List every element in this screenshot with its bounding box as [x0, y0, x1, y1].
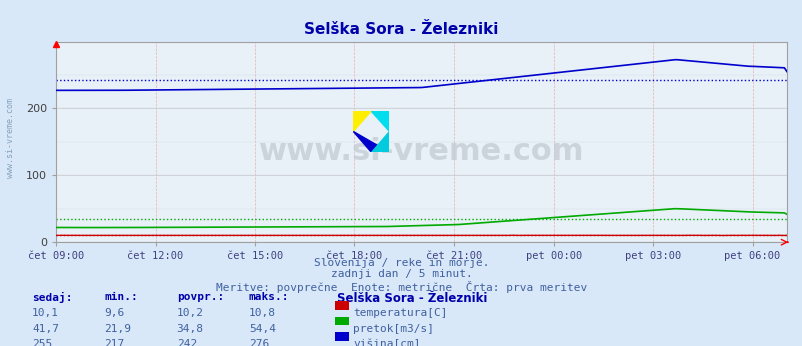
Text: 217: 217	[104, 339, 124, 346]
Text: 41,7: 41,7	[32, 324, 59, 334]
Text: temperatura[C]: temperatura[C]	[353, 308, 448, 318]
Text: 10,8: 10,8	[249, 308, 276, 318]
Text: 34,8: 34,8	[176, 324, 204, 334]
Text: Selška Sora - Železniki: Selška Sora - Železniki	[304, 22, 498, 37]
Polygon shape	[353, 131, 389, 152]
Text: min.:: min.:	[104, 292, 138, 302]
Text: pretok[m3/s]: pretok[m3/s]	[353, 324, 434, 334]
Text: Meritve: povprečne  Enote: metrične  Črta: prva meritev: Meritve: povprečne Enote: metrične Črta:…	[216, 281, 586, 293]
Text: sedaj:: sedaj:	[32, 292, 72, 303]
Text: 276: 276	[249, 339, 269, 346]
Polygon shape	[371, 111, 389, 131]
Text: povpr.:: povpr.:	[176, 292, 224, 302]
Text: zadnji dan / 5 minut.: zadnji dan / 5 minut.	[330, 269, 472, 279]
Text: 10,1: 10,1	[32, 308, 59, 318]
Text: višina[cm]: višina[cm]	[353, 339, 420, 346]
Text: www.si-vreme.com: www.si-vreme.com	[6, 98, 15, 179]
Text: 242: 242	[176, 339, 196, 346]
Text: 255: 255	[32, 339, 52, 346]
Polygon shape	[353, 111, 371, 131]
Text: 9,6: 9,6	[104, 308, 124, 318]
Text: 10,2: 10,2	[176, 308, 204, 318]
Text: 21,9: 21,9	[104, 324, 132, 334]
Text: 54,4: 54,4	[249, 324, 276, 334]
Text: Slovenija / reke in morje.: Slovenija / reke in morje.	[314, 258, 488, 268]
Polygon shape	[371, 131, 389, 152]
Text: www.si-vreme.com: www.si-vreme.com	[258, 137, 584, 166]
Text: Selška Sora - Železniki: Selška Sora - Železniki	[337, 292, 487, 306]
Text: maks.:: maks.:	[249, 292, 289, 302]
